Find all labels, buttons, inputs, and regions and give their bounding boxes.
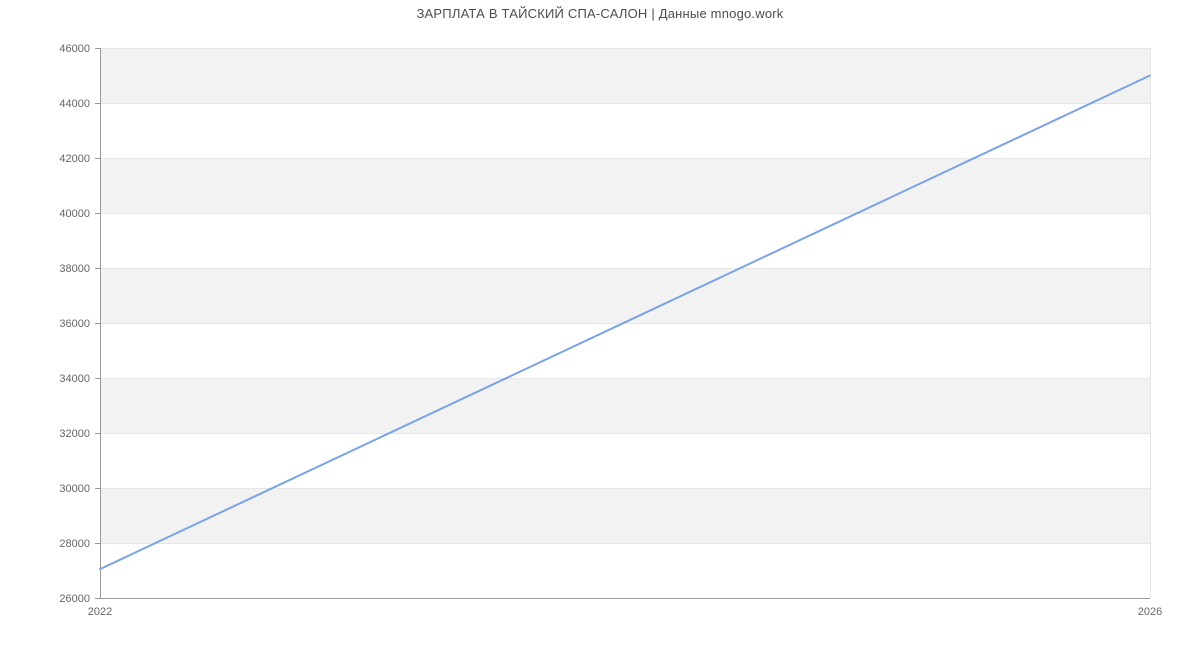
plot-band [100,48,1150,103]
y-tick-label: 42000 [59,153,90,165]
plot-band [100,378,1150,433]
y-tick-label: 46000 [59,43,90,55]
plot-band [100,158,1150,213]
y-tick-label: 44000 [59,98,90,110]
y-tick-label: 36000 [59,318,90,330]
x-tick-label: 2022 [88,606,112,618]
salary-series-line[interactable] [99,74,1151,571]
y-tick-label: 26000 [59,593,90,605]
plot-band [100,488,1150,543]
y-tick-label: 34000 [59,373,90,385]
y-tick-label: 32000 [59,428,90,440]
y-tick-label: 38000 [59,263,90,275]
x-tick-label: 2026 [1138,606,1162,618]
y-tick-label: 30000 [59,483,90,495]
chart-title: ЗАРПЛАТА В ТАЙСКИЙ СПА-САЛОН | Данные mn… [416,6,784,21]
plot-band [100,268,1150,323]
y-tick-label: 28000 [59,538,90,550]
y-tick-label: 40000 [59,208,90,220]
